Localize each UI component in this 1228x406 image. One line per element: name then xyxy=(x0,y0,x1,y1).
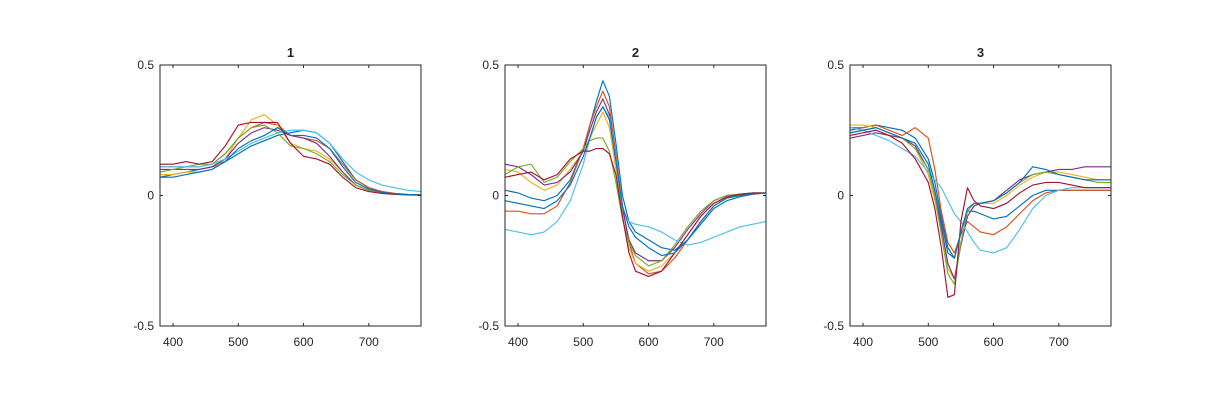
x-tick-label: 600 xyxy=(984,335,1004,349)
y-tick-label: 0 xyxy=(837,189,844,203)
y-tick-label: 0.5 xyxy=(827,58,844,72)
x-tick-label: 400 xyxy=(163,335,183,349)
x-tick-label: 700 xyxy=(1049,335,1069,349)
y-tick-label: 0 xyxy=(492,189,499,203)
chart-panel-2: 400 500 600 700 -0.5 0 0.5 2 xyxy=(478,45,767,349)
series-group xyxy=(850,124,1111,298)
x-tick-label: 400 xyxy=(508,335,528,349)
x-tick-label: 400 xyxy=(853,335,873,349)
panel-title: 2 xyxy=(632,45,639,60)
x-tick-label: 500 xyxy=(573,335,593,349)
series-line-8 xyxy=(160,127,421,196)
panels-container: 400 500 600 700 -0.5 0 0.5 1 400 500 600 700 -0.5 0 0.… xyxy=(133,45,1112,349)
chart-panel-3: 400 500 600 700 -0.5 0 0.5 3 xyxy=(823,45,1112,349)
panel-title: 1 xyxy=(287,45,294,60)
series-line-5 xyxy=(160,124,421,196)
series-line-7 xyxy=(160,121,421,196)
series-line-8 xyxy=(505,106,766,257)
series-group xyxy=(505,80,766,277)
series-line-6 xyxy=(505,106,766,246)
x-tick-label: 700 xyxy=(704,335,724,349)
series-line-7 xyxy=(505,147,766,277)
series-line-8 xyxy=(850,127,1111,259)
y-tick-label: -0.5 xyxy=(823,319,844,333)
series-line-6 xyxy=(160,129,421,193)
series-line-7 xyxy=(850,129,1111,298)
x-tick-label: 700 xyxy=(359,335,379,349)
x-tick-label: 600 xyxy=(294,335,314,349)
y-tick-label: 0.5 xyxy=(482,58,499,72)
series-group xyxy=(160,114,421,196)
y-tick-label: 0 xyxy=(147,189,154,203)
series-line-1 xyxy=(505,80,766,251)
y-tick-label: -0.5 xyxy=(133,319,154,333)
y-tick-label: -0.5 xyxy=(478,319,499,333)
y-tick-label: 0.5 xyxy=(137,58,154,72)
x-tick-label: 500 xyxy=(228,335,248,349)
x-tick-label: 500 xyxy=(918,335,938,349)
series-line-6 xyxy=(850,127,1111,254)
x-tick-label: 600 xyxy=(639,335,659,349)
chart-panel-1: 400 500 600 700 -0.5 0 0.5 1 xyxy=(133,45,422,349)
panel-title: 3 xyxy=(977,45,984,60)
